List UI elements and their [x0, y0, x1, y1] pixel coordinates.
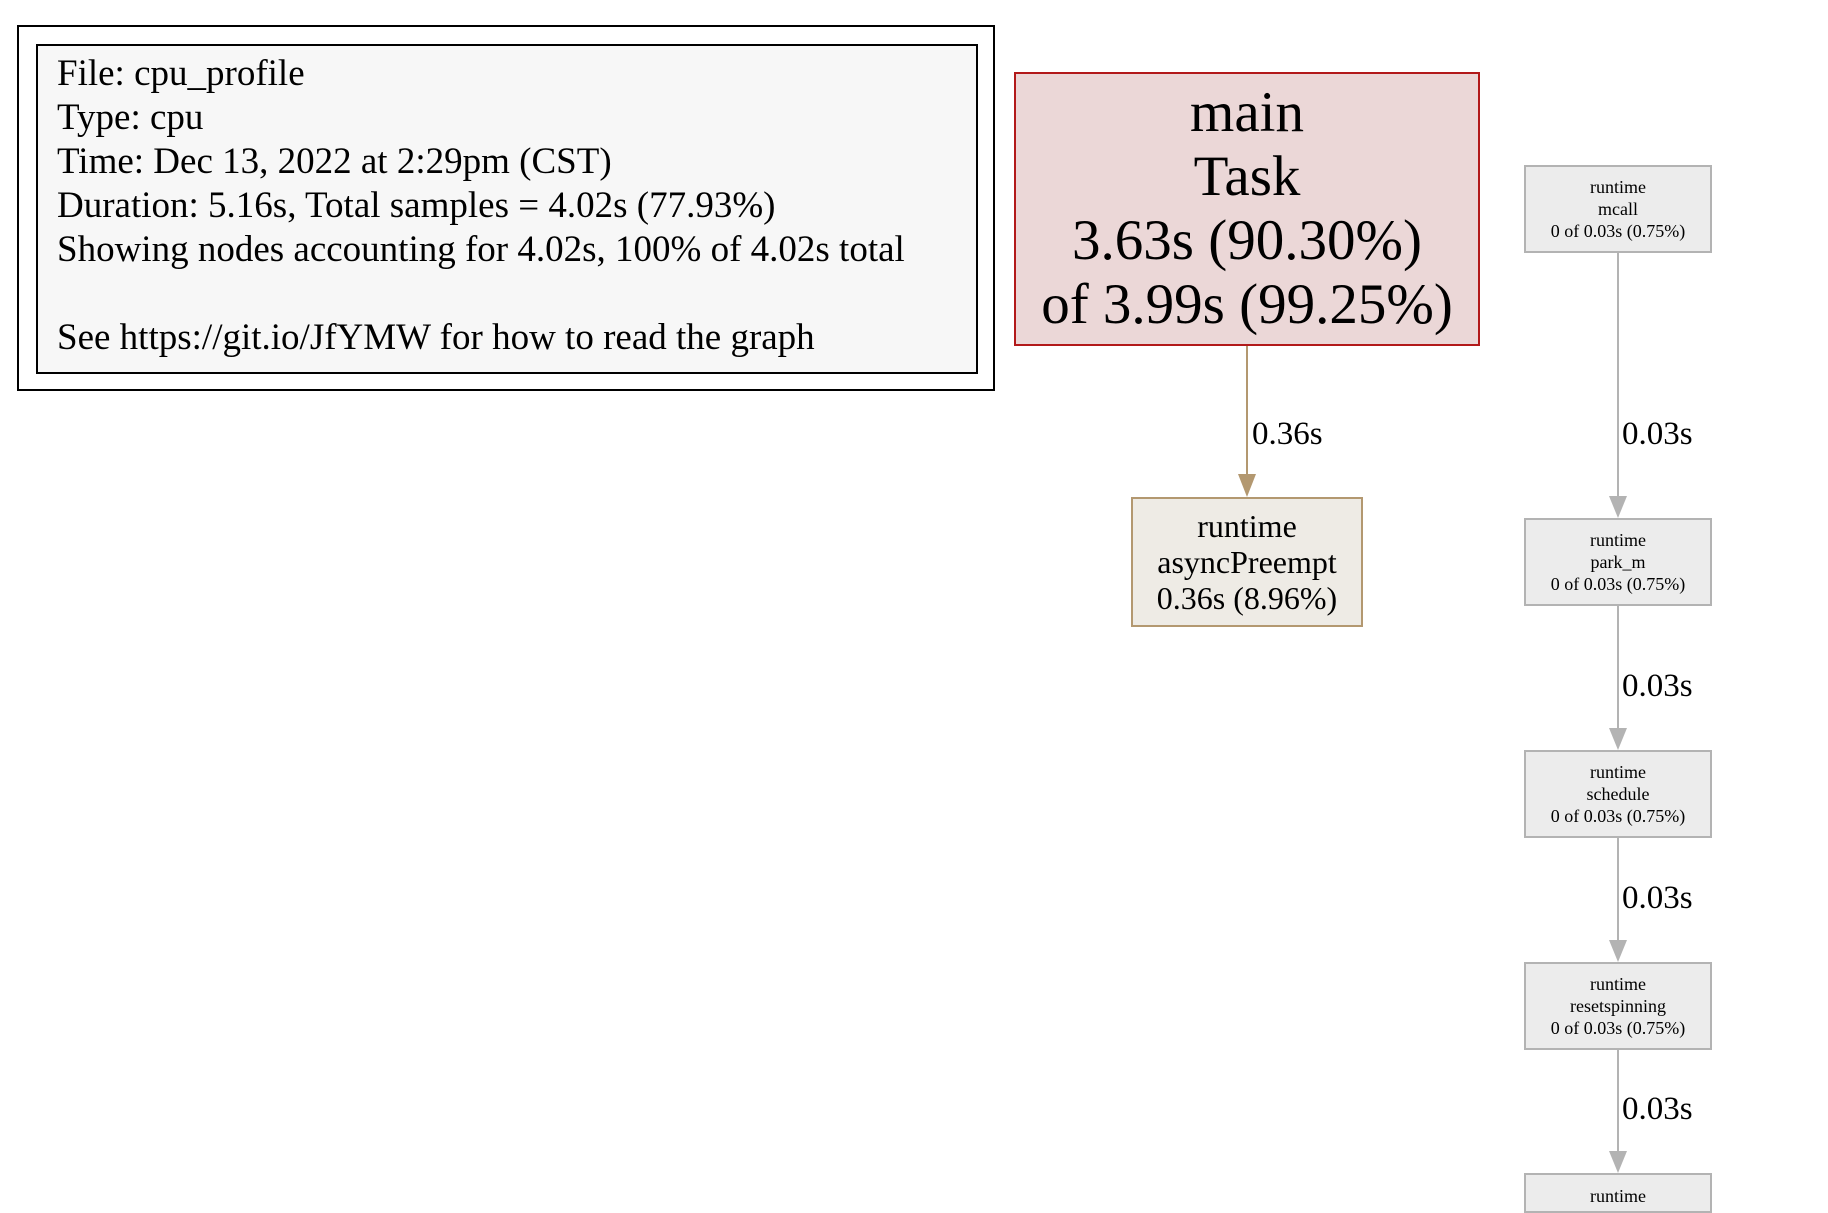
node-async-preempt[interactable]: runtime asyncPreempt 0.36s (8.96%) — [1131, 497, 1363, 627]
legend-box: File: cpu_profile Type: cpu Time: Dec 13… — [36, 44, 978, 374]
edge-mcall-to-park — [1609, 253, 1627, 518]
legend-see: See https://git.io/JfYMW for how to read… — [57, 317, 815, 358]
node-schedule-function: schedule — [1586, 784, 1650, 804]
edge-label-reset-to-next: 0.03s — [1622, 1091, 1693, 1127]
node-main-task-cum: of 3.99s (99.25%) — [1041, 273, 1453, 336]
edge-reset-to-next — [1609, 1050, 1627, 1173]
node-park-m[interactable]: runtime park_m 0 of 0.03s (0.75%) — [1524, 518, 1712, 606]
node-resetspinning-function: resetspinning — [1570, 996, 1666, 1016]
node-main-task-package: main — [1190, 81, 1304, 144]
legend-duration: Duration: 5.16s, Total samples = 4.02s (… — [57, 185, 776, 226]
node-mcall-package: runtime — [1590, 177, 1646, 197]
node-resetspinning[interactable]: runtime resetspinning 0 of 0.03s (0.75%) — [1524, 962, 1712, 1050]
node-main-task-flat: 3.63s (90.30%) — [1072, 209, 1422, 272]
node-main-task[interactable]: main Task 3.63s (90.30%) of 3.99s (99.25… — [1014, 72, 1480, 346]
node-async-preempt-package: runtime — [1197, 508, 1297, 544]
edge-label-schedule-to-reset: 0.03s — [1622, 880, 1693, 916]
edge-label-park-to-schedule: 0.03s — [1622, 668, 1693, 704]
node-mcall[interactable]: runtime mcall 0 of 0.03s (0.75%) — [1524, 165, 1712, 253]
node-main-task-function: Task — [1193, 145, 1301, 208]
edge-park-to-schedule — [1609, 606, 1627, 750]
edge-schedule-to-reset — [1609, 838, 1627, 962]
edge-label-mcall-to-park: 0.03s — [1622, 416, 1693, 452]
node-async-preempt-function: asyncPreempt — [1157, 544, 1337, 580]
node-next-runtime[interactable]: runtime — [1524, 1173, 1712, 1213]
node-park-m-package: runtime — [1590, 530, 1646, 550]
node-resetspinning-package: runtime — [1590, 974, 1646, 994]
node-schedule-cum: 0 of 0.03s (0.75%) — [1550, 806, 1686, 826]
node-park-m-function: park_m — [1590, 552, 1646, 572]
node-park-m-cum: 0 of 0.03s (0.75%) — [1550, 574, 1686, 594]
legend-showing: Showing nodes accounting for 4.02s, 100%… — [57, 229, 905, 270]
node-mcall-function: mcall — [1598, 199, 1638, 219]
node-mcall-cum: 0 of 0.03s (0.75%) — [1550, 221, 1686, 241]
legend-type: Type: cpu — [57, 97, 204, 138]
legend-frame — [17, 25, 995, 391]
legend-spacer — [57, 272, 976, 316]
node-async-preempt-flat: 0.36s (8.96%) — [1156, 580, 1338, 616]
node-schedule[interactable]: runtime schedule 0 of 0.03s (0.75%) — [1524, 750, 1712, 838]
edge-main-to-preempt — [1238, 346, 1256, 497]
legend-time: Time: Dec 13, 2022 at 2:29pm (CST) — [57, 141, 612, 182]
legend-file: File: cpu_profile — [57, 53, 305, 94]
node-schedule-package: runtime — [1590, 762, 1646, 782]
edge-label-main-to-preempt: 0.36s — [1252, 416, 1323, 452]
node-next-package: runtime — [1590, 1186, 1646, 1206]
node-resetspinning-cum: 0 of 0.03s (0.75%) — [1550, 1018, 1686, 1038]
